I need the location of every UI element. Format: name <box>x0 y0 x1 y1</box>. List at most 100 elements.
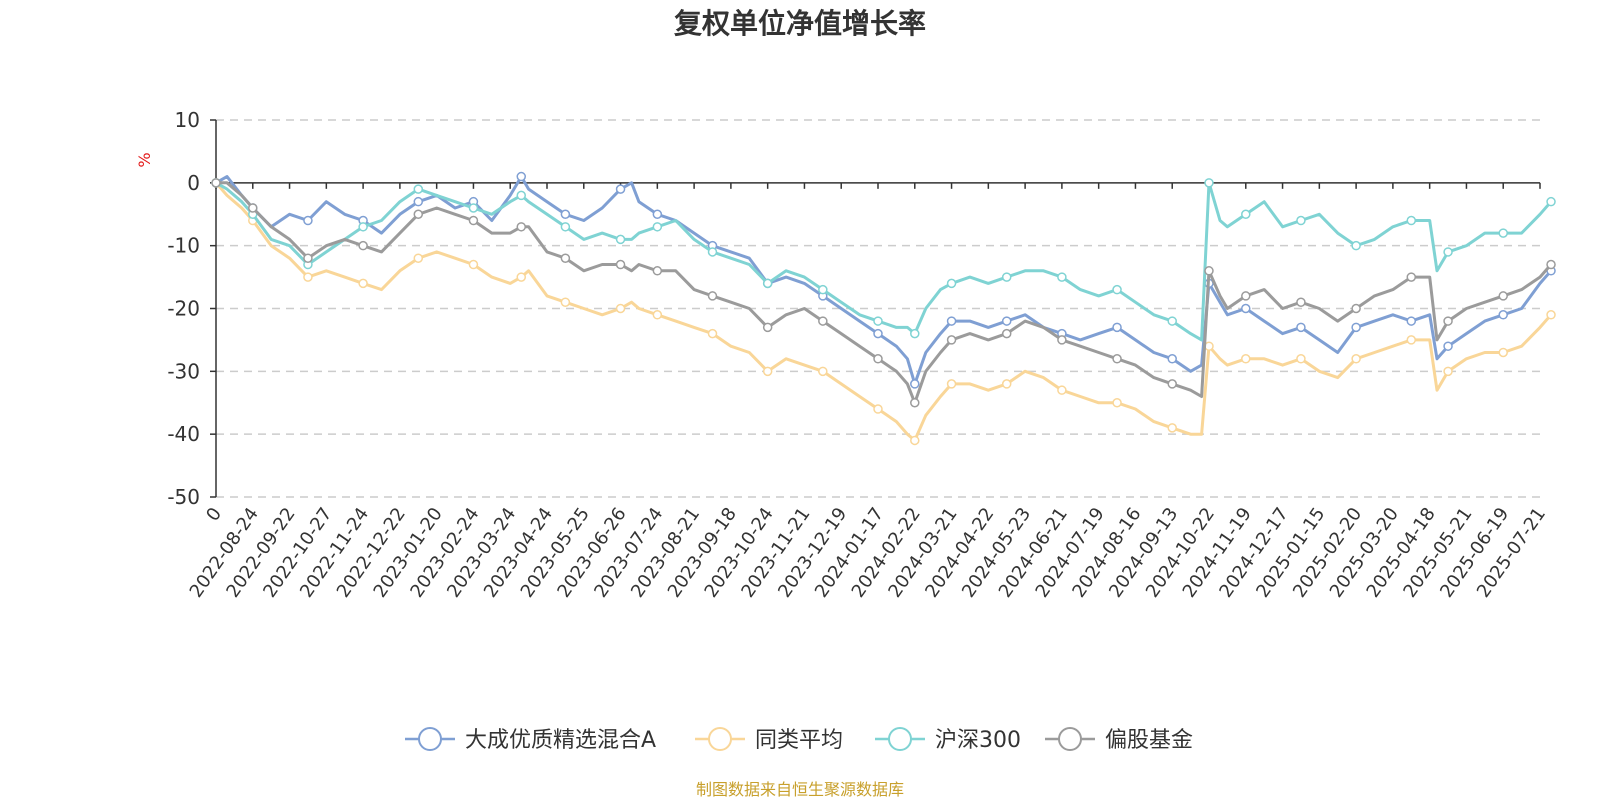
data-point <box>413 196 424 207</box>
data-point <box>211 178 221 188</box>
data-point <box>1204 266 1214 276</box>
data-point <box>468 215 479 226</box>
data-point <box>946 335 957 345</box>
data-point <box>303 215 313 226</box>
data-point <box>413 184 424 194</box>
data-point <box>516 190 527 201</box>
data-point <box>707 247 718 257</box>
data-point <box>1443 316 1453 326</box>
y-axis-unit-label: % <box>135 152 154 167</box>
data-point <box>358 222 368 232</box>
chart-title: 复权单位净值增长率 <box>673 7 926 40</box>
data-point <box>358 240 368 251</box>
data-point <box>1057 272 1067 282</box>
data-point <box>516 171 527 182</box>
data-point <box>1351 354 1361 364</box>
data-point <box>560 253 571 263</box>
data-point <box>818 284 828 295</box>
data-point <box>1406 272 1417 282</box>
data-point <box>1546 259 1556 270</box>
data-point <box>1498 228 1508 238</box>
data-point <box>1443 247 1453 257</box>
data-point <box>652 222 663 232</box>
data-point <box>1241 303 1251 314</box>
data-point <box>1167 354 1177 364</box>
legend-item[interactable]: 同类平均 <box>695 727 843 753</box>
legend[interactable]: 大成优质精选混合A 同类平均 沪深300 偏股基金 <box>405 727 1193 753</box>
data-point <box>1167 379 1177 389</box>
data-point <box>1296 322 1306 333</box>
data-point <box>560 297 571 307</box>
data-point <box>1001 316 1012 326</box>
legend-item[interactable]: 偏股基金 <box>1045 727 1193 753</box>
data-point <box>818 316 828 326</box>
data-point <box>1406 316 1417 326</box>
series-line <box>214 181 1553 442</box>
data-point <box>1296 354 1306 364</box>
data-point <box>1546 196 1556 207</box>
series-layer <box>211 171 1556 446</box>
data-point <box>707 291 718 301</box>
y-tick-label: -50 <box>167 485 200 509</box>
data-point <box>1112 398 1122 408</box>
legend-label: 同类平均 <box>755 728 843 753</box>
data-point <box>1498 291 1508 301</box>
data-point <box>1241 209 1251 219</box>
data-point <box>910 398 920 408</box>
data-point <box>1498 347 1508 358</box>
data-point <box>1167 316 1177 326</box>
data-point <box>946 316 957 326</box>
data-point <box>1001 379 1012 389</box>
data-point <box>468 203 479 213</box>
data-point <box>707 328 718 339</box>
data-point <box>818 366 828 377</box>
data-point <box>873 316 883 326</box>
data-point <box>762 366 773 377</box>
data-point <box>1112 354 1122 364</box>
data-point <box>910 328 920 339</box>
data-point <box>1443 341 1453 351</box>
data-point <box>910 379 920 389</box>
data-point <box>652 209 663 219</box>
data-point <box>560 209 571 219</box>
data-point <box>946 278 957 289</box>
data-point <box>615 259 626 270</box>
data-point <box>413 209 424 219</box>
data-point <box>1057 385 1067 395</box>
data-point <box>652 310 663 320</box>
source-note: 制图数据来自恒生聚源数据库 <box>695 780 904 799</box>
data-point <box>1001 272 1012 282</box>
data-point <box>1296 297 1306 307</box>
legend-circle-icon <box>1058 727 1082 751</box>
y-tick-label: -10 <box>167 234 200 258</box>
legend-item[interactable]: 沪深300 <box>875 727 1021 753</box>
data-point <box>1443 366 1453 377</box>
legend-circle-icon <box>888 727 912 751</box>
legend-label: 大成优质精选混合A <box>465 728 656 753</box>
legend-circle-icon <box>708 727 732 751</box>
data-point <box>1351 303 1361 314</box>
legend-item[interactable]: 大成优质精选混合A <box>405 727 656 753</box>
y-tick-label: -20 <box>167 297 200 321</box>
data-point <box>1406 335 1417 345</box>
data-point <box>873 354 883 364</box>
y-tick-label: -30 <box>167 359 200 383</box>
data-point <box>873 328 883 339</box>
data-point <box>303 272 313 282</box>
data-point <box>560 222 571 232</box>
series-line <box>214 175 1553 386</box>
data-point <box>516 272 527 282</box>
data-point <box>1112 322 1122 333</box>
grid-layer <box>216 119 1540 498</box>
y-tick-label: 0 <box>187 171 200 195</box>
series-2 <box>211 178 1556 342</box>
x-tick-label: 0 <box>202 504 226 525</box>
legend-label: 偏股基金 <box>1105 728 1193 753</box>
data-point <box>1351 322 1361 333</box>
data-point <box>1351 240 1361 251</box>
data-point <box>1296 215 1306 226</box>
data-point <box>946 379 957 389</box>
series-3 <box>211 178 1556 408</box>
data-point <box>1406 215 1417 226</box>
data-point <box>1112 284 1122 295</box>
